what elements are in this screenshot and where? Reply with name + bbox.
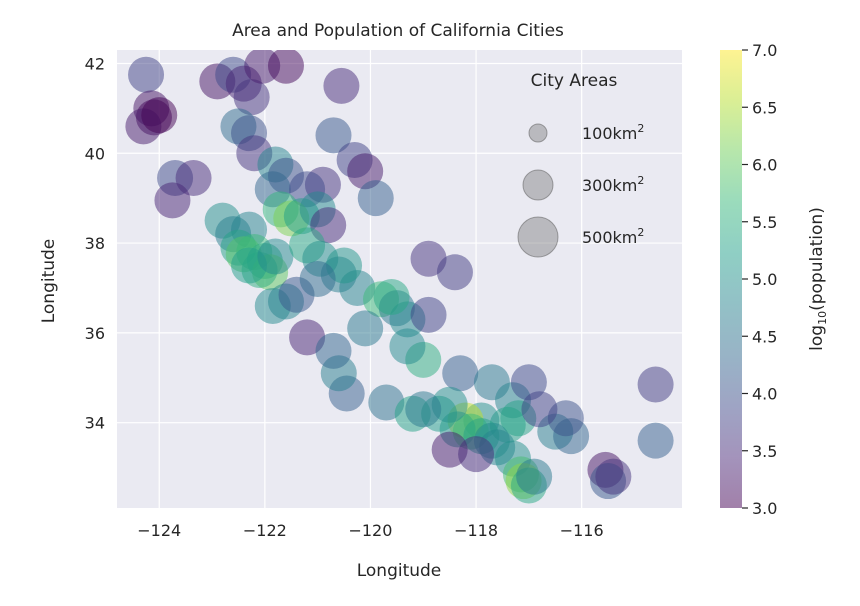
city-point [128,56,165,93]
x-tick-label: −118 [454,521,498,540]
city-point [637,366,674,403]
legend-label-superscript: 2 [637,122,644,135]
colorbar-tick-label: 5.5 [752,213,777,232]
legend-label-text: 300km [582,176,637,195]
chart-title: Area and Population of California Cities [232,21,564,41]
y-tick-label: 40 [85,144,105,163]
city-point [516,458,553,495]
city-point [233,79,270,116]
colorbar-tick-label: 4.5 [752,327,777,346]
x-axis-label: Longitude [357,561,442,581]
y-axis-label: Longitude [39,239,59,324]
colorbar-tick-label: 6.5 [752,98,777,117]
city-point [267,50,304,84]
colorbar-label: log10(population) [807,207,829,351]
colorbar-tick-label: 5.0 [752,270,777,289]
city-point [637,422,674,459]
plot-area [117,50,682,508]
legend-size-marker [522,169,554,201]
city-point [595,458,632,495]
city-point [436,254,473,291]
legend-label-text: 500km [582,228,637,247]
x-tick-label: −122 [243,521,287,540]
city-point [410,296,447,333]
legend-label: 300km2 [582,174,644,195]
legend-label-superscript: 2 [637,174,644,187]
colorbar: 3.0 3.5 4.0 4.5 5.0 5.5 6.0 6.5 7.0 log10(popula… [720,41,829,518]
city-point [442,355,479,392]
y-tick-label: 34 [85,414,105,433]
colorbar-tick-label: 3.5 [752,442,777,461]
x-tick-label: −124 [137,521,181,540]
city-point [521,391,558,428]
city-point [405,391,442,428]
city-point [257,238,294,275]
legend-title: City Areas [531,71,618,91]
city-point [357,180,394,217]
y-tick-label: 36 [85,324,105,343]
legend-label-text: 100km [582,124,637,143]
colorbar-tick-label: 3.0 [752,499,777,518]
legend-label: 500km2 [582,226,644,247]
city-point [347,310,384,347]
colorbar-tick-label: 6.0 [752,156,777,175]
legend-size-marker [528,123,548,143]
plot-background [117,50,682,508]
y-axis-ticks: 34 36 38 40 42 [85,54,105,432]
city-point [315,117,352,154]
colorbar-ticks: 3.0 3.5 4.0 4.5 5.0 5.5 6.0 6.5 7.0 [742,41,777,518]
colorbar-label-suffix: (population) [807,207,827,311]
legend-label-superscript: 2 [637,226,644,239]
x-axis-ticks: −124 −122 −120 −118 −116 [137,521,603,540]
city-point [510,364,547,401]
city-point [154,182,191,219]
x-tick-label: −120 [348,521,392,540]
colorbar-label-subscript: 10 [816,311,829,325]
city-point [315,332,352,369]
colorbar-gradient [720,50,742,508]
city-point [458,436,495,473]
colorbar-tick-label: 4.0 [752,385,777,404]
colorbar-label-prefix: log [807,325,827,351]
legend-size-marker [517,216,559,258]
city-point [373,278,410,315]
legend-label: 100km2 [582,122,644,143]
data-points [125,50,674,504]
city-point [299,261,336,297]
y-tick-label: 42 [85,54,105,73]
city-point [175,159,212,196]
city-point [323,67,360,104]
city-point [141,97,178,134]
city-point [347,153,384,190]
colorbar-tick-label: 7.0 [752,41,777,60]
y-tick-label: 38 [85,234,105,253]
city-point [389,328,426,365]
x-tick-label: −116 [560,521,604,540]
